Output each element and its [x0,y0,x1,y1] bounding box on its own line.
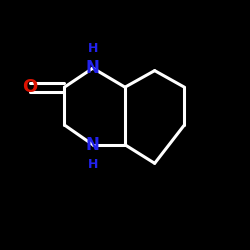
Text: O: O [22,78,38,96]
Text: H: H [88,158,98,172]
Text: N: N [86,59,100,77]
Text: H: H [88,42,98,54]
Text: N: N [86,136,100,154]
